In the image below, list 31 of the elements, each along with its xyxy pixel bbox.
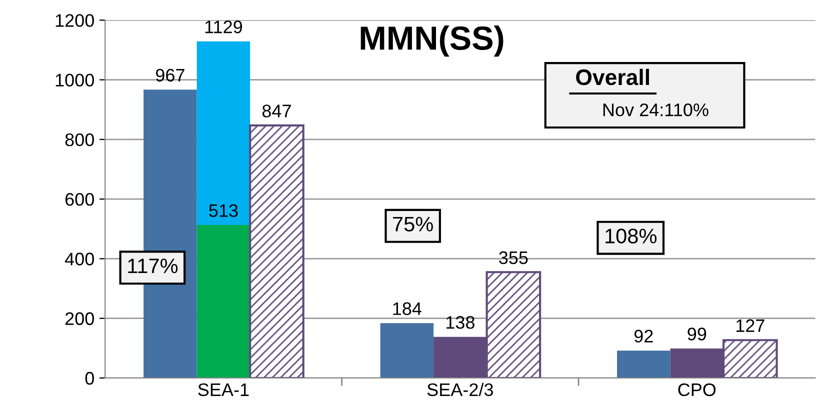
y-tick-label: 0 (85, 372, 94, 385)
annotation: Nov 24:110% (603, 103, 708, 116)
data-label: 99 (688, 328, 706, 340)
data-label: 513 (209, 204, 238, 217)
bar (196, 41, 250, 226)
bar (617, 350, 670, 378)
y-tick-label: 800 (65, 133, 94, 146)
data-label: 138 (446, 316, 474, 329)
annotation: Overall (576, 68, 649, 86)
annotation: 108% (606, 228, 657, 244)
annotation: 75% (393, 216, 433, 232)
data-label: 847 (262, 104, 291, 118)
data-label: 1129 (205, 20, 242, 34)
x-tick-label: CPO (678, 383, 716, 396)
x-tick-label: SEA-2/3 (427, 382, 493, 396)
x-tick-label: SEA-1 (198, 383, 249, 396)
data-label: 127 (736, 319, 764, 332)
y-tick-label: 1200 (56, 14, 94, 27)
data-label: 355 (499, 251, 528, 264)
y-tick-label: 1000 (56, 74, 94, 87)
data-label: 92 (634, 330, 653, 343)
bar (196, 225, 250, 378)
annotation: 117% (128, 258, 178, 274)
chart-title: MMN(SS) (360, 26, 504, 57)
data-label: 967 (156, 68, 184, 82)
bar (249, 124, 304, 378)
y-tick-label: 200 (65, 312, 94, 326)
data-label: 184 (393, 302, 422, 316)
y-tick-label: 600 (65, 193, 94, 206)
y-tick-label: 400 (64, 252, 94, 266)
bar (380, 323, 434, 378)
